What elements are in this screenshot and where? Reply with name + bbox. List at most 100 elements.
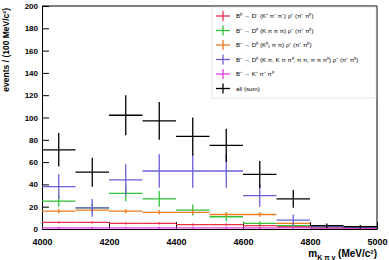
error-bar bbox=[192, 204, 193, 215]
plot-area bbox=[42, 95, 377, 229]
error-bar bbox=[159, 227, 160, 229]
error-bar bbox=[125, 95, 126, 135]
legend-swatch bbox=[222, 69, 223, 79]
x-axis-title-main: m bbox=[308, 248, 317, 259]
x-axis-title: mK π γ (MeV/c²) bbox=[308, 248, 377, 260]
bin-value bbox=[176, 227, 210, 228]
series bbox=[42, 95, 377, 228]
error-bar bbox=[360, 225, 361, 228]
error-bar bbox=[58, 174, 59, 199]
x-tick-label: 4600 bbox=[233, 237, 253, 247]
legend-label: B⁺ → K⁺ π⁺ π⁰ bbox=[236, 70, 275, 77]
error-bar bbox=[159, 191, 160, 207]
legend-label: all (sum) bbox=[236, 85, 260, 92]
y-tick-mark bbox=[42, 95, 49, 96]
error-bar bbox=[293, 215, 294, 226]
x-tick: 4400 bbox=[166, 222, 186, 247]
y-tick-mark bbox=[42, 207, 49, 208]
x-tick-label: 4800 bbox=[300, 237, 320, 247]
x-axis-title-sub: K π γ bbox=[317, 254, 335, 260]
legend: B⁰ → D⁻ (K⁺ π⁻ π⁻) ρ⁺ (π⁺ π⁰)B⁺ → D⁰ (K … bbox=[212, 7, 376, 98]
bin-value bbox=[109, 227, 143, 228]
y-tick: 120 bbox=[25, 91, 49, 100]
y-tick: 60 bbox=[29, 158, 49, 167]
y-tick: 180 bbox=[25, 24, 49, 33]
error-bar bbox=[92, 227, 93, 229]
error-bar bbox=[326, 223, 327, 227]
bin-value bbox=[344, 228, 378, 229]
error-bar bbox=[192, 118, 193, 156]
legend-label: B⁰ → D⁻ (K⁺ π⁻ π⁻) ρ⁺ (π⁺ π⁰) bbox=[236, 12, 314, 19]
error-bar bbox=[259, 161, 260, 188]
y-tick-mark bbox=[42, 229, 49, 230]
x-axis-line bbox=[43, 229, 378, 230]
legend-label: B⁺ → D⁰ (K⁰ₛ π π) ρ⁺ (π⁺ π⁰) bbox=[236, 41, 312, 48]
error-bar bbox=[226, 212, 227, 221]
x-tick-label: 5000 bbox=[367, 237, 387, 247]
error-bar bbox=[159, 222, 160, 224]
y-tick-label: 20 bbox=[29, 203, 38, 212]
y-tick-mark bbox=[42, 184, 49, 185]
y-tick-label: 40 bbox=[29, 180, 38, 189]
error-bar bbox=[58, 221, 59, 223]
error-bar bbox=[226, 223, 227, 225]
error-bar bbox=[360, 228, 361, 229]
y-tick-label: 180 bbox=[25, 24, 39, 33]
y-tick: 100 bbox=[25, 114, 49, 123]
error-bar bbox=[192, 154, 193, 187]
error-bar bbox=[192, 210, 193, 214]
error-bar bbox=[58, 209, 59, 213]
y-tick-label: 120 bbox=[25, 91, 39, 100]
y-tick-label: 160 bbox=[25, 47, 39, 56]
x-tick-mark bbox=[377, 222, 378, 229]
y-axis-title: events / (100 MeV/c²) bbox=[1, 8, 11, 92]
y-tick-label: 140 bbox=[25, 69, 39, 78]
series bbox=[42, 154, 377, 229]
error-bar bbox=[159, 102, 160, 140]
bin-value bbox=[176, 224, 210, 225]
y-tick: 140 bbox=[25, 69, 49, 78]
x-tick: 5000 bbox=[367, 222, 387, 247]
legend-swatch bbox=[222, 84, 223, 94]
y-tick: 0 bbox=[34, 225, 49, 234]
bin-value bbox=[344, 228, 378, 229]
bin-value bbox=[243, 227, 277, 228]
bin-value bbox=[143, 227, 177, 228]
error-bar bbox=[259, 221, 260, 225]
error-bar bbox=[259, 227, 260, 229]
error-bar bbox=[360, 228, 361, 229]
series bbox=[42, 221, 377, 229]
y-tick-mark bbox=[42, 73, 49, 74]
legend-swatch bbox=[222, 11, 223, 21]
legend-box bbox=[212, 7, 376, 98]
error-bar bbox=[92, 221, 93, 223]
bin-value bbox=[76, 222, 110, 223]
legend-swatch bbox=[222, 40, 223, 50]
series bbox=[42, 186, 377, 229]
legend-swatch bbox=[222, 55, 223, 65]
y-tick-mark bbox=[42, 6, 49, 7]
y-tick-mark bbox=[42, 28, 49, 29]
bin-value bbox=[344, 228, 378, 229]
error-bar bbox=[125, 164, 126, 195]
error-bar bbox=[159, 210, 160, 214]
y-tick-label: 80 bbox=[29, 136, 38, 145]
plot-frame bbox=[42, 6, 377, 229]
error-bar bbox=[326, 228, 327, 229]
y-tick: 20 bbox=[29, 203, 49, 212]
error-bar bbox=[159, 154, 160, 187]
error-bar bbox=[226, 227, 227, 229]
y-tick: 200 bbox=[25, 2, 49, 11]
y-tick-mark bbox=[42, 162, 49, 163]
error-bar bbox=[360, 228, 361, 229]
y-tick: 160 bbox=[25, 47, 49, 56]
error-bar bbox=[58, 133, 59, 166]
error-bar bbox=[125, 222, 126, 224]
error-bar bbox=[192, 223, 193, 225]
bin-value bbox=[109, 223, 143, 224]
bin-value bbox=[42, 227, 76, 228]
y-tick-label: 60 bbox=[29, 158, 38, 167]
error-bar bbox=[125, 209, 126, 213]
x-tick-label: 4200 bbox=[99, 237, 119, 247]
y-tick-label: 100 bbox=[25, 114, 39, 123]
